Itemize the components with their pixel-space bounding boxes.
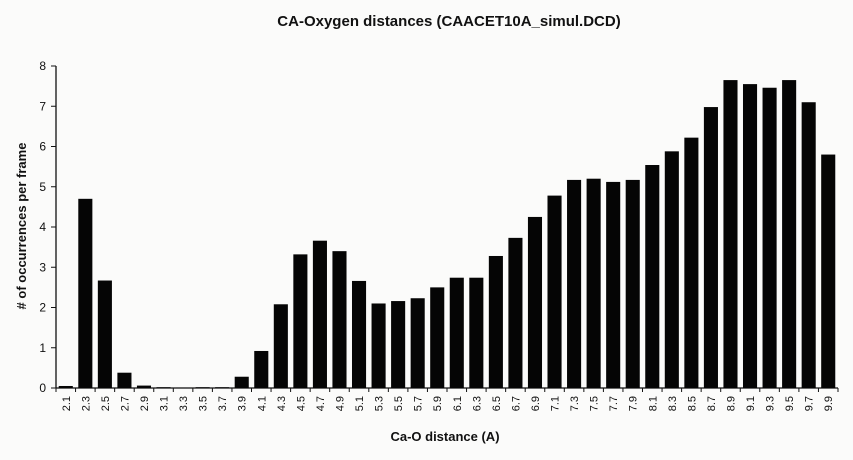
y-tick-label: 5: [39, 180, 46, 194]
bar: [449, 277, 464, 388]
bar: [195, 387, 210, 388]
y-tick-label: 8: [39, 59, 46, 73]
x-tick-label: 5.9: [432, 396, 444, 411]
bar: [117, 372, 132, 388]
x-tick-label: 6.9: [530, 396, 542, 411]
y-tick-label: 7: [39, 99, 46, 113]
bar: [136, 385, 152, 388]
y-tick-label: 3: [39, 260, 46, 274]
bar: [351, 280, 367, 388]
chart-title: CA-Oxygen distances (CAACET10A_simul.DCD…: [277, 13, 620, 30]
bar: [97, 280, 112, 388]
bar: [215, 387, 230, 388]
x-tick-label: 3.9: [237, 396, 249, 411]
y-tick-label: 4: [39, 220, 46, 234]
x-tick-label: 7.3: [569, 396, 581, 411]
x-tick-label: 5.3: [374, 396, 386, 411]
x-tick-label: 2.5: [100, 396, 112, 411]
x-tick-label: 5.7: [413, 396, 425, 411]
bar: [645, 165, 660, 388]
bar: [821, 154, 836, 388]
x-tick-label: 3.3: [178, 396, 190, 411]
bar: [625, 179, 640, 388]
y-tick-label: 1: [39, 341, 46, 355]
bar: [371, 303, 386, 388]
bar: [586, 178, 601, 388]
x-tick-label: 6.7: [510, 396, 522, 411]
x-tick-label: 8.5: [686, 396, 698, 411]
bar: [58, 385, 73, 388]
x-tick-label: 9.7: [804, 396, 816, 411]
bar: [254, 350, 269, 388]
bar: [391, 301, 406, 388]
x-tick-label: 2.1: [61, 396, 73, 411]
bar: [293, 254, 308, 388]
x-tick-label: 8.3: [667, 396, 679, 411]
x-tick-label: 4.3: [276, 396, 288, 411]
y-tick-label: 6: [39, 140, 46, 154]
x-tick-label: 6.5: [491, 396, 503, 411]
bar: [430, 287, 445, 389]
x-tick-label: 9.5: [784, 396, 796, 411]
bar: [332, 251, 347, 388]
x-tick-label: 2.7: [119, 396, 131, 411]
x-tick-label: 2.3: [80, 396, 92, 411]
bar: [723, 80, 738, 388]
x-tick-label: 3.1: [159, 396, 171, 411]
y-tick-label: 0: [39, 381, 46, 395]
bar: [410, 298, 425, 388]
bar: [234, 376, 249, 388]
bar: [782, 80, 797, 388]
bar: [488, 255, 503, 388]
x-tick-label: 3.7: [217, 396, 229, 411]
x-tick-label: 5.5: [393, 396, 405, 411]
bar: [78, 198, 93, 388]
y-axis-label: # of occurrences per frame: [14, 143, 29, 310]
x-tick-label: 4.5: [295, 396, 307, 411]
x-tick-label: 7.1: [550, 396, 562, 411]
x-tick-label: 4.9: [334, 396, 346, 411]
x-tick-label: 5.1: [354, 396, 366, 411]
x-tick-label: 7.7: [608, 396, 620, 411]
bar: [567, 179, 582, 388]
bar: [684, 137, 699, 388]
bar: [547, 195, 562, 388]
plot-area: 0 1 2 3 4 5 6 7 8 2.1 2.3 2.5 2.7 2.9 3.1 3.3 3.5 3.7 3.9 4…: [39, 59, 839, 411]
x-tick-label: 6.1: [452, 396, 464, 411]
x-tick-label: 6.3: [471, 396, 483, 411]
bar: [742, 84, 758, 389]
x-tick-label: 8.7: [706, 396, 718, 411]
bar: [801, 102, 816, 388]
x-tick-label: 8.9: [725, 396, 737, 411]
bar: [703, 107, 718, 388]
x-tick-label: 9.1: [745, 396, 757, 411]
x-tick-label: 8.1: [647, 396, 659, 411]
y-tick-label: 2: [39, 301, 46, 315]
x-tick-label: 3.5: [198, 396, 210, 411]
x-tick-label: 2.9: [139, 396, 151, 411]
x-tick-label: 7.9: [628, 396, 640, 411]
bar: [312, 240, 327, 388]
bar: [273, 304, 288, 388]
x-tick-label: 9.9: [823, 396, 835, 411]
bar: [469, 277, 484, 388]
bar: [527, 216, 543, 388]
bar: [664, 151, 679, 388]
x-tick-label: 4.7: [315, 396, 327, 411]
x-axis-label: Ca-O distance (A): [390, 429, 499, 444]
x-tick-label: 7.5: [589, 396, 601, 411]
x-tick-label: 9.3: [765, 396, 777, 411]
x-tick-label: 4.1: [256, 396, 268, 411]
bar: [156, 387, 171, 388]
bar: [508, 237, 523, 388]
bar: [606, 181, 621, 388]
bar: [762, 87, 777, 389]
